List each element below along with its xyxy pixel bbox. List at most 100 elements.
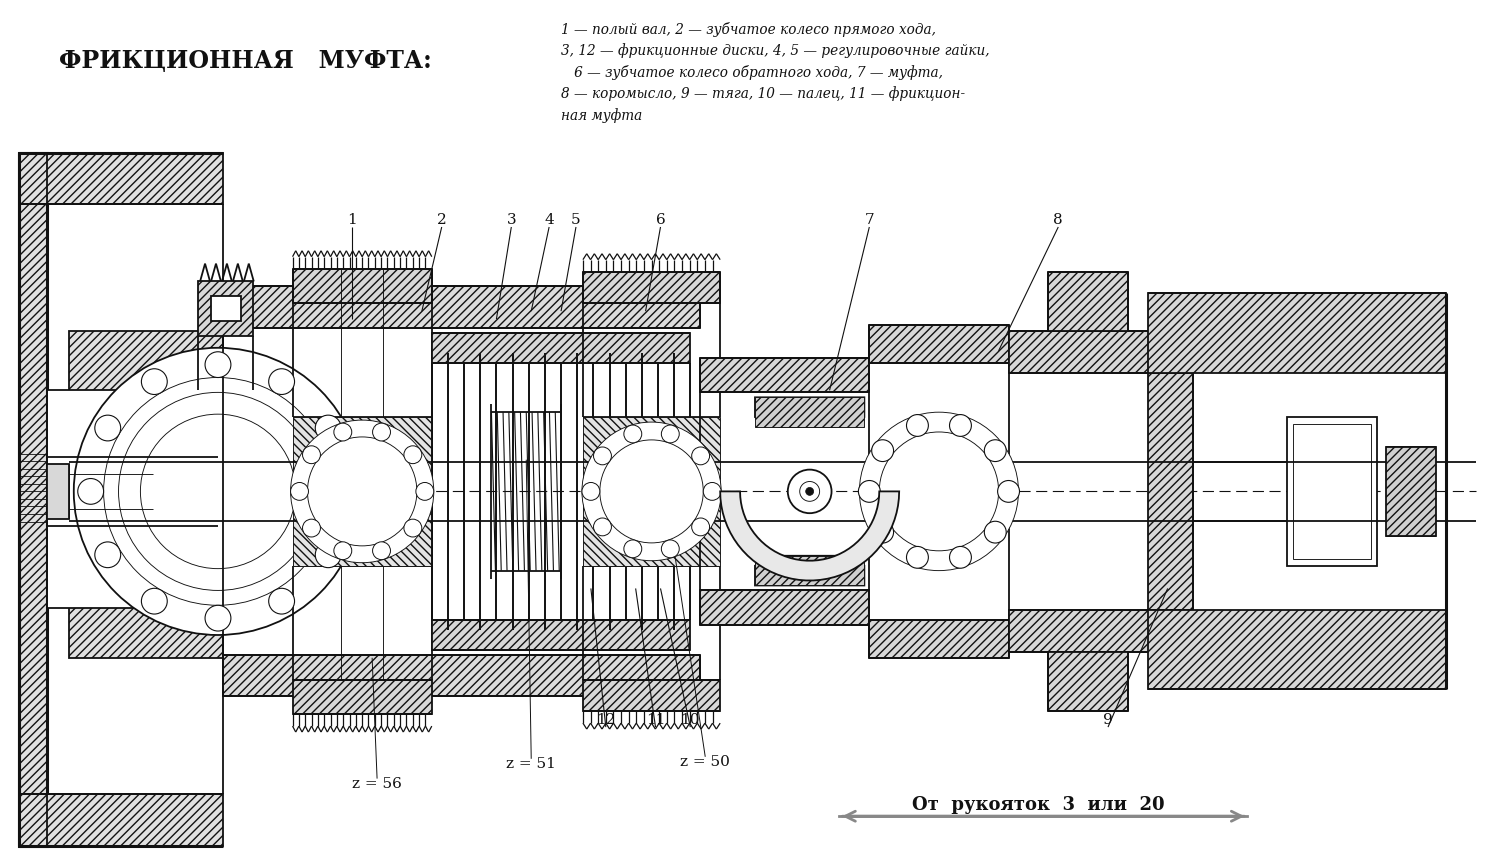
Bar	[432, 333, 690, 363]
Circle shape	[859, 412, 1018, 571]
Circle shape	[879, 432, 999, 550]
Text: z = 51: z = 51	[507, 757, 556, 771]
Bar	[1008, 331, 1158, 372]
Bar	[754, 556, 864, 586]
Circle shape	[624, 425, 642, 443]
Circle shape	[94, 415, 120, 441]
Circle shape	[692, 447, 709, 464]
Circle shape	[141, 588, 168, 614]
Circle shape	[600, 440, 703, 543]
Circle shape	[315, 542, 340, 568]
Circle shape	[662, 425, 680, 443]
Circle shape	[104, 378, 333, 605]
Circle shape	[94, 542, 120, 568]
Text: 2: 2	[436, 213, 447, 227]
Bar	[1148, 372, 1192, 611]
Circle shape	[333, 478, 358, 504]
Circle shape	[984, 439, 1006, 462]
Bar	[1008, 611, 1158, 652]
Circle shape	[118, 392, 318, 591]
Bar	[584, 417, 720, 566]
Text: ФРИКЦИОННАЯ   МУФТА:: ФРИКЦИОННАЯ МУФТА:	[58, 49, 432, 73]
Circle shape	[404, 445, 422, 464]
Circle shape	[291, 482, 309, 501]
Circle shape	[594, 518, 612, 536]
Bar	[754, 397, 864, 427]
Text: 5: 5	[572, 213, 580, 227]
Bar	[700, 358, 870, 392]
Circle shape	[268, 588, 294, 614]
Circle shape	[206, 605, 231, 631]
Bar	[292, 679, 432, 714]
Circle shape	[268, 369, 294, 395]
Bar	[870, 620, 1008, 658]
Circle shape	[984, 521, 1006, 543]
Text: 9: 9	[1102, 713, 1113, 727]
Bar	[292, 268, 432, 304]
Text: 4: 4	[544, 213, 554, 227]
Bar	[20, 795, 223, 846]
Circle shape	[871, 521, 894, 543]
Circle shape	[141, 415, 296, 568]
Text: z = 56: z = 56	[352, 777, 402, 790]
Polygon shape	[754, 397, 864, 427]
Text: 10: 10	[681, 713, 700, 727]
Bar	[224, 654, 701, 697]
Circle shape	[315, 415, 340, 441]
Circle shape	[594, 447, 612, 464]
Circle shape	[334, 542, 352, 560]
Text: 3: 3	[507, 213, 516, 227]
Bar	[224, 286, 701, 328]
Text: 8: 8	[1053, 213, 1064, 227]
Bar	[20, 153, 46, 846]
Circle shape	[74, 347, 362, 635]
Circle shape	[624, 540, 642, 558]
Circle shape	[692, 518, 709, 536]
Bar	[700, 591, 870, 625]
Circle shape	[291, 420, 434, 562]
Bar	[584, 679, 720, 711]
Circle shape	[906, 546, 928, 568]
Circle shape	[372, 542, 390, 560]
Bar	[69, 579, 224, 658]
Circle shape	[303, 519, 321, 537]
Bar	[1048, 272, 1128, 331]
Text: 1 — полый вал, 2 — зубчатое колесо прямого хода,
3, 12 — фрикционные диски, 4, 5: 1 — полый вал, 2 — зубчатое колесо прямо…	[561, 22, 990, 123]
Circle shape	[334, 423, 352, 441]
Circle shape	[416, 482, 434, 501]
Bar	[1048, 652, 1128, 711]
Circle shape	[308, 437, 417, 546]
Text: 11: 11	[646, 713, 666, 727]
Polygon shape	[754, 556, 864, 586]
Text: 12: 12	[596, 713, 615, 727]
Text: z = 50: z = 50	[681, 755, 730, 769]
Text: От  рукояток  3  или  20: От рукояток 3 или 20	[912, 796, 1164, 814]
Circle shape	[871, 439, 894, 462]
Bar	[46, 464, 69, 519]
Circle shape	[800, 482, 819, 501]
Circle shape	[372, 423, 390, 441]
Text: 6: 6	[656, 213, 666, 227]
Circle shape	[78, 478, 104, 504]
Polygon shape	[720, 491, 898, 580]
Bar	[870, 325, 1008, 363]
Text: 1: 1	[348, 213, 357, 227]
Bar	[292, 417, 432, 566]
Circle shape	[303, 445, 321, 464]
Circle shape	[858, 481, 880, 502]
Circle shape	[998, 481, 1020, 502]
Bar	[1148, 611, 1446, 690]
Circle shape	[206, 352, 231, 378]
Bar	[198, 281, 254, 336]
Circle shape	[950, 415, 972, 436]
Bar	[20, 153, 223, 204]
Bar	[1148, 293, 1446, 372]
Bar	[211, 297, 242, 321]
Circle shape	[141, 369, 168, 395]
Circle shape	[404, 519, 422, 537]
Circle shape	[788, 470, 831, 513]
Bar	[1386, 447, 1435, 536]
Bar	[1293, 424, 1371, 559]
Text: 7: 7	[864, 213, 874, 227]
Circle shape	[662, 540, 680, 558]
